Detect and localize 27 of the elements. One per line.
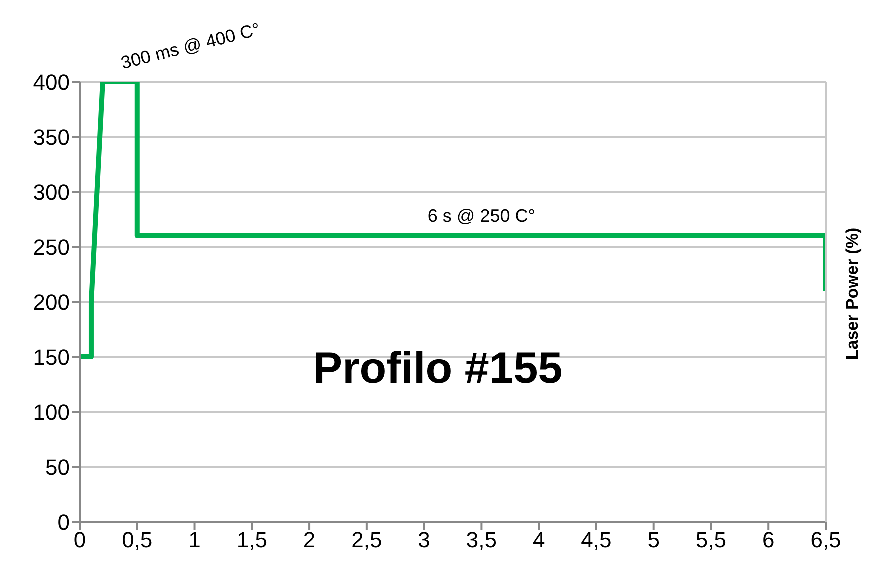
y-tick-label: 350 bbox=[33, 124, 70, 150]
y-axis-title: Laser Power (%) bbox=[843, 228, 862, 360]
y-tick-label: 150 bbox=[33, 344, 70, 370]
x-tick-label: 1 bbox=[188, 528, 201, 553]
x-tick-label: 2 bbox=[303, 528, 316, 553]
x-tick-label: 2,5 bbox=[352, 528, 382, 553]
x-tick-label: 5,5 bbox=[696, 528, 727, 553]
x-tick-label: 0 bbox=[74, 528, 86, 553]
x-tick-label: 4 bbox=[532, 528, 546, 553]
x-tick-label: 5 bbox=[648, 528, 660, 553]
x-tick-label: 3,5 bbox=[466, 528, 497, 553]
x-tick-label: 0,5 bbox=[122, 528, 153, 553]
y-tick-label: 0 bbox=[58, 510, 70, 535]
y-tick-label: 250 bbox=[33, 234, 70, 260]
x-tick-label: 1,5 bbox=[236, 528, 268, 553]
text: Profilo #155 bbox=[312, 344, 564, 394]
y-tick-label: 100 bbox=[33, 400, 70, 425]
x-tick-label: 3 bbox=[418, 528, 430, 553]
x-tick-label: 6,5 bbox=[810, 528, 842, 553]
y-tick-label: 50 bbox=[46, 454, 70, 480]
annotation: 300 ms @ 400 C° bbox=[119, 19, 262, 74]
x-tick-label: 4,5 bbox=[581, 528, 612, 553]
annotation: 6 s @ 250 C° bbox=[428, 206, 536, 226]
y-tick-label: 300 bbox=[33, 180, 70, 205]
x-tick-label: 6 bbox=[762, 528, 775, 553]
y-tick-label: 200 bbox=[33, 290, 70, 315]
y-tick-label: 400 bbox=[33, 70, 70, 95]
